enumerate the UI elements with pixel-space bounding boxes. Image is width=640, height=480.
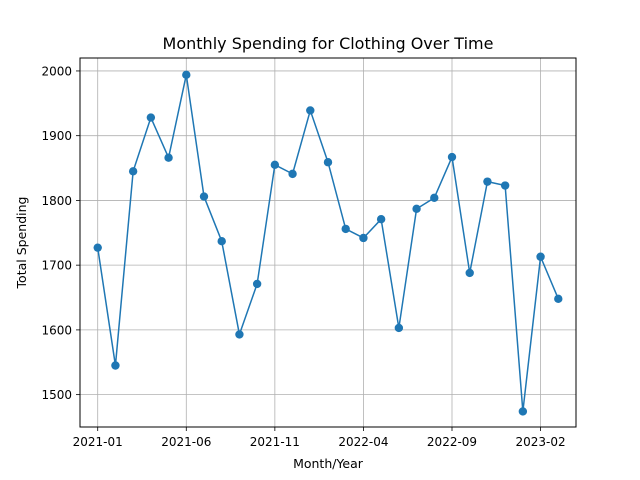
data-point [111, 361, 120, 370]
data-point [146, 113, 156, 122]
x-tick-label: 2022-09 [427, 435, 477, 449]
data-point [500, 181, 510, 190]
data-point [430, 193, 439, 203]
x-tick-label: 2022-04 [338, 435, 388, 449]
data-point [483, 177, 492, 186]
y-tick-label: 1800 [41, 194, 72, 208]
data-point [447, 152, 457, 162]
data-point [128, 167, 138, 176]
data-point [341, 224, 350, 234]
data-point [164, 153, 173, 162]
series-layer [93, 70, 563, 416]
grid-lines [80, 58, 576, 427]
tick-layer: 2021-01 2021-06 2021-11 2022-04 2022-09 2023-… [41, 64, 565, 449]
x-tick-label: 2021-11 [250, 435, 300, 449]
data-point [554, 294, 563, 304]
data-point [394, 323, 404, 333]
chart-title: Monthly Spending for Clothing Over Time [163, 34, 494, 53]
y-tick-label: 1500 [41, 388, 72, 402]
y-tick-label: 2000 [41, 64, 72, 78]
data-point [199, 192, 209, 201]
y-tick-label: 1700 [41, 259, 72, 273]
data-point [288, 169, 297, 179]
data-point [182, 70, 191, 80]
x-tick-label: 2021-06 [161, 435, 211, 449]
data-point [306, 106, 315, 115]
data-point [536, 252, 545, 261]
data-point [270, 160, 280, 170]
data-point [518, 407, 528, 416]
data-point [323, 158, 333, 167]
data-point [235, 330, 244, 339]
data-point [93, 243, 102, 252]
x-tick-label: 2023-02 [516, 435, 566, 449]
data-point [465, 268, 474, 278]
data-point [252, 279, 262, 289]
y-tick-label: 1600 [41, 323, 72, 337]
data-point [412, 204, 421, 214]
y-axis-label: Total Spending [14, 197, 29, 290]
data-point [376, 214, 386, 224]
data-point [359, 233, 368, 243]
x-axis-label: Month/Year [293, 456, 364, 471]
x-tick-label: 2021-01 [73, 435, 123, 449]
plot-frame [79, 57, 577, 428]
data-point [217, 237, 226, 246]
y-tick-label: 1900 [41, 129, 72, 143]
